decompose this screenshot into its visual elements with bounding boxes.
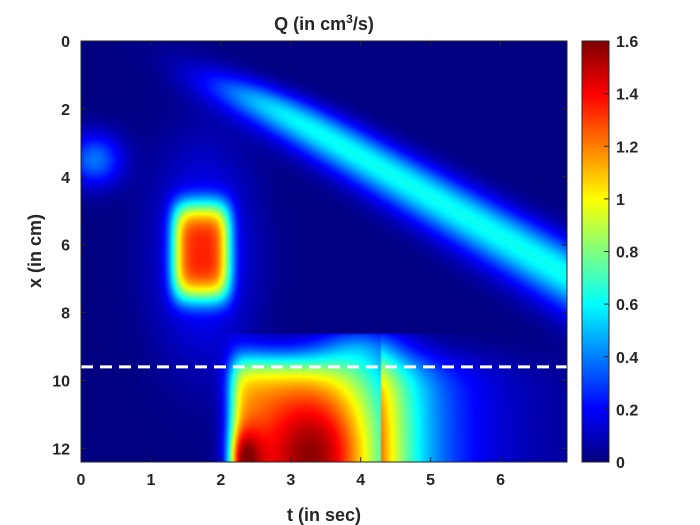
y-tick-label: 6 (61, 238, 70, 255)
x-tick-label: 5 (426, 472, 435, 489)
x-tick-label: 6 (496, 472, 505, 489)
colorbar-tick-label: 1.2 (616, 139, 638, 156)
y-tick-label: 12 (52, 441, 70, 458)
colorbar-tick-label: 0.4 (616, 350, 638, 367)
x-axis: 0 1 2 3 4 5 6 (77, 41, 505, 489)
colorbar-tick-label: 0 (616, 455, 625, 472)
x-axis-label: t (in sec) (287, 505, 361, 525)
y-axis: 0 2 4 6 8 10 12 (52, 34, 567, 458)
colorbar-tick-label: 0.8 (616, 245, 638, 262)
x-tick-label: 0 (77, 472, 86, 489)
heatmap (81, 41, 567, 462)
colorbar-tick-label: 1.6 (616, 34, 638, 51)
chart-title-superscript: 3 (346, 12, 353, 26)
plot-area (80, 40, 568, 463)
y-tick-label: 10 (52, 374, 70, 391)
plot-frame (80, 40, 568, 463)
y-tick-label: 0 (61, 34, 70, 51)
colorbar-tick-label: 0.2 (616, 402, 638, 419)
chart-title: Q (in cm3/s) (274, 12, 374, 34)
y-tick-label: 8 (61, 306, 70, 323)
x-tick-label: 3 (286, 472, 295, 489)
x-tick-label: 4 (356, 472, 365, 489)
colorbar-ticks: 0 0.2 0.4 0.6 0.8 1 1.2 1.4 1.6 (604, 34, 638, 472)
colorbar-tick-label: 0.6 (616, 297, 638, 314)
y-tick-label: 4 (61, 170, 70, 187)
colorbar: 0 0.2 0.4 0.6 0.8 1 1.2 1.4 1.6 (581, 34, 638, 472)
y-axis-label: x (in cm) (25, 214, 45, 288)
y-tick-label: 2 (61, 102, 70, 119)
colorbar-tick-label: 1.4 (616, 87, 638, 104)
colorbar-tick-label: 1 (616, 192, 625, 209)
x-tick-label: 1 (146, 472, 155, 489)
x-tick-label: 2 (216, 472, 225, 489)
chart-title-suffix: /s) (353, 14, 374, 34)
chart-title-main: Q (in cm (274, 14, 346, 34)
